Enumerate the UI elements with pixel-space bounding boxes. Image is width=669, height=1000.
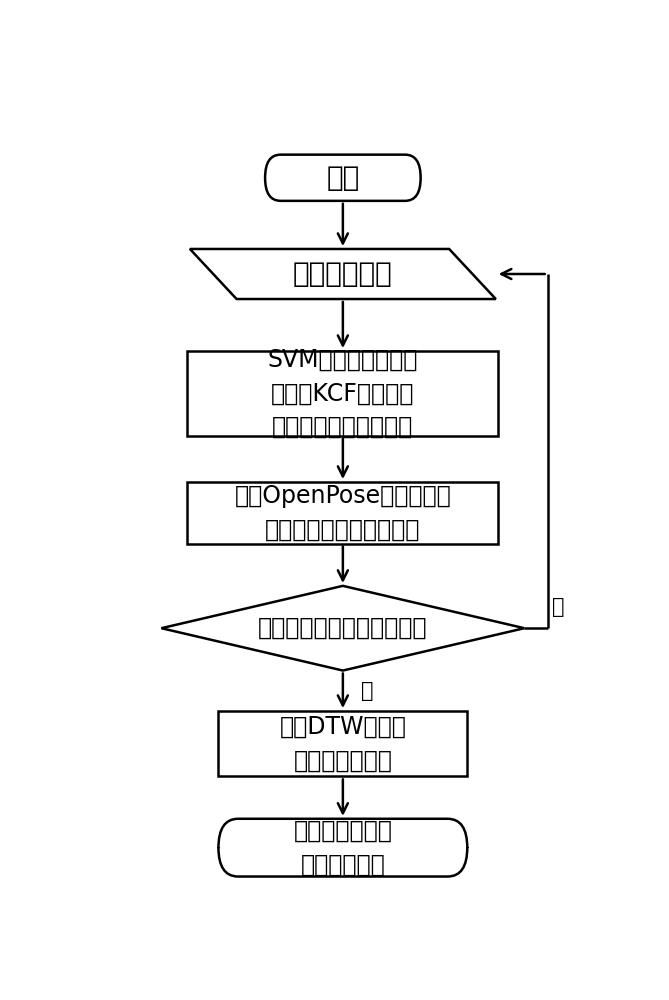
Text: SVM分类器检测人脸
改进的KCF跟踪乘客
构建扶梯乘客运动轨迹: SVM分类器检测人脸 改进的KCF跟踪乘客 构建扶梯乘客运动轨迹	[268, 348, 418, 439]
Text: 异常行为信息反
馈扶梯控制台: 异常行为信息反 馈扶梯控制台	[294, 819, 392, 876]
Polygon shape	[190, 249, 496, 299]
Text: 否: 否	[552, 597, 565, 617]
Text: 是否有异常行为骨架序列？: 是否有异常行为骨架序列？	[258, 616, 427, 640]
Text: 视频图像采集: 视频图像采集	[293, 260, 393, 288]
Text: 利用OpenPose网络提取轨
迹中乘客的人体骨架序列: 利用OpenPose网络提取轨 迹中乘客的人体骨架序列	[235, 484, 451, 541]
FancyBboxPatch shape	[265, 155, 421, 201]
Polygon shape	[161, 586, 524, 671]
Text: 基于DTW匹配识
别乘客异常行为: 基于DTW匹配识 别乘客异常行为	[280, 715, 406, 772]
Bar	[187, 482, 498, 544]
Text: 开始: 开始	[326, 164, 359, 192]
Text: 是: 是	[361, 681, 373, 701]
Bar	[218, 711, 468, 776]
Bar	[187, 351, 498, 436]
FancyBboxPatch shape	[218, 819, 468, 877]
